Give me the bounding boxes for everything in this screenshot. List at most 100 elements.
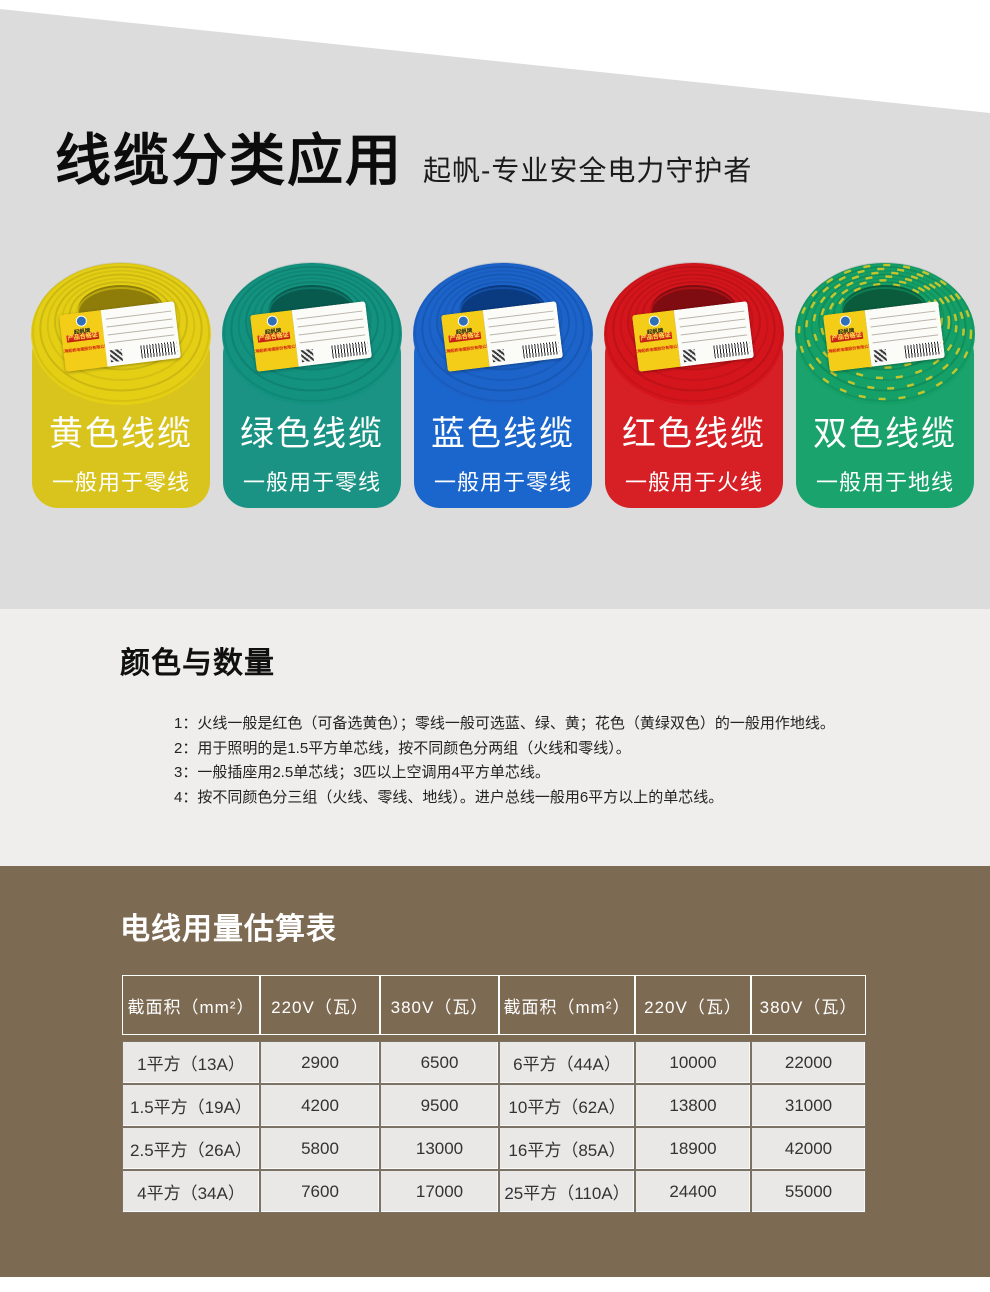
table-cell: 10000 [635, 1041, 751, 1084]
brand-name: 起帆牌 [73, 327, 91, 336]
column-header: 截面积（mm²） [499, 975, 635, 1035]
cable-coil-photo: 起帆牌 产品合格证 上海起帆电缆股份有限公司 [604, 256, 784, 408]
table-cell: 13800 [635, 1084, 751, 1127]
cable-usage: 一般用于零线 [51, 470, 190, 495]
table-row: 1.5平方（19A） 4200 9500 10平方（62A） 13800 310… [122, 1084, 866, 1127]
table-cell: 9500 [380, 1084, 499, 1127]
qr-code-icon [682, 348, 696, 363]
brand-name: 起帆牌 [264, 327, 282, 336]
cable-card-red: 红色线缆 一般用于火线 起帆牌 产品合格证 上海起帆电缆股份有限公司 [604, 256, 784, 508]
table-cell: 10平方（62A） [499, 1084, 635, 1127]
barcode-icon [713, 341, 751, 359]
qr-code-icon [300, 348, 314, 363]
cable-usage: 一般用于零线 [242, 470, 381, 495]
notes-heading: 颜色与数量 [120, 647, 275, 680]
label-left-panel: 起帆牌 产品合格证 上海起帆电缆股份有限公司 [440, 310, 490, 372]
cable-usage: 一般用于地线 [815, 470, 954, 495]
column-header: 380V（瓦） [751, 975, 866, 1035]
notes-list: 1：火线一般是红色（可备选黄色）；零线一般可选蓝、绿、黄；花色（黄绿双色）的一般… [174, 712, 835, 810]
qr-code-icon [873, 348, 887, 363]
barcode-icon [904, 341, 942, 359]
spec-lines [296, 306, 366, 344]
column-header: 截面积（mm²） [122, 975, 260, 1035]
table-row: 1平方（13A） 2900 6500 6平方（44A） 10000 22000 [122, 1041, 866, 1084]
table-row: 4平方（34A） 7600 17000 25平方（110A） 24400 550… [122, 1170, 866, 1213]
table-cell: 5800 [260, 1127, 380, 1170]
label-spec-panel [482, 301, 564, 367]
table-cell: 31000 [751, 1084, 866, 1127]
label-left-panel: 起帆牌 产品合格证 上海起帆电缆股份有限公司 [249, 310, 299, 372]
page-header: 线缆分类应用 起帆-专业安全电力守护者 [55, 116, 752, 197]
table-cell: 4平方（34A） [122, 1170, 260, 1213]
cable-coil-photo: 起帆牌 产品合格证 上海起帆电缆股份有限公司 [31, 256, 211, 408]
cable-usage: 一般用于火线 [624, 470, 763, 495]
usage-table: 截面积（mm²） 220V（瓦） 380V（瓦） 截面积（mm²） 220V（瓦… [122, 975, 866, 1213]
company-name: 上海起帆电缆股份有限公司 [60, 344, 108, 355]
column-header: 220V（瓦） [260, 975, 380, 1035]
label-left-panel: 起帆牌 产品合格证 上海起帆电缆股份有限公司 [58, 310, 108, 372]
cable-usage: 一般用于零线 [433, 470, 572, 495]
table-cell: 24400 [635, 1170, 751, 1213]
table-cell: 16平方（85A） [499, 1127, 635, 1170]
table-cell: 6平方（44A） [499, 1041, 635, 1084]
table-header-row: 截面积（mm²） 220V（瓦） 380V（瓦） 截面积（mm²） 220V（瓦… [122, 975, 866, 1035]
label-spec-panel [291, 301, 373, 367]
cert-banner: 产品合格证 [639, 331, 673, 343]
cert-banner: 产品合格证 [448, 331, 482, 343]
middle-light-band [0, 609, 990, 866]
company-name: 上海起帆电缆股份有限公司 [633, 344, 681, 355]
cable-name: 红色线缆 [622, 415, 766, 453]
table-cell: 25平方（110A） [499, 1170, 635, 1213]
note-line: 4：按不同颜色分三组（火线、零线、地线）。进户总线一般用6平方以上的单芯线。 [174, 788, 724, 806]
brand-name: 起帆牌 [455, 327, 473, 336]
qr-code-icon [491, 348, 505, 363]
company-name: 上海起帆电缆股份有限公司 [251, 344, 299, 355]
spec-lines [487, 306, 557, 344]
company-name: 上海起帆电缆股份有限公司 [442, 344, 490, 355]
note-line: 1：火线一般是红色（可备选黄色）；零线一般可选蓝、绿、黄；花色（黄绿双色）的一般… [174, 715, 835, 732]
page-subtitle: 起帆-专业安全电力守护者 [423, 155, 753, 186]
brand-name: 起帆牌 [646, 327, 664, 336]
column-header: 220V（瓦） [635, 975, 751, 1035]
cable-name: 蓝色线缆 [431, 415, 575, 453]
table-cell: 6500 [380, 1041, 499, 1084]
page-title: 线缆分类应用 [55, 129, 403, 192]
table-cell: 1.5平方（19A） [122, 1084, 260, 1127]
note-line: 3：一般插座用2.5单芯线；3匹以上空调用4平方单芯线。 [174, 764, 550, 781]
cable-cards-row: 黄色线缆 一般用于零线 起帆牌 产品合格证 上海起帆电缆股份有限公司 [31, 256, 975, 508]
table-row: 2.5平方（26A） 5800 13000 16平方（85A） 18900 42… [122, 1127, 866, 1170]
cable-name: 黄色线缆 [49, 415, 193, 453]
cable-card-yellow: 黄色线缆 一般用于零线 起帆牌 产品合格证 上海起帆电缆股份有限公司 [31, 256, 211, 508]
label-spec-panel [864, 301, 946, 367]
cable-coil-photo: 起帆牌 产品合格证 上海起帆电缆股份有限公司 [413, 256, 593, 408]
cable-card-blue: 蓝色线缆 一般用于零线 起帆牌 产品合格证 上海起帆电缆股份有限公司 [413, 256, 593, 508]
cable-name: 双色线缆 [813, 415, 957, 453]
cert-banner: 产品合格证 [830, 331, 864, 343]
table-cell: 2900 [260, 1041, 380, 1084]
label-left-panel: 起帆牌 产品合格证 上海起帆电缆股份有限公司 [822, 310, 872, 372]
table-cell: 13000 [380, 1127, 499, 1170]
cert-banner: 产品合格证 [257, 331, 291, 343]
table-cell: 1平方（13A） [122, 1041, 260, 1084]
label-spec-panel [100, 301, 182, 367]
table-cell: 22000 [751, 1041, 866, 1084]
cable-name: 绿色线缆 [240, 415, 384, 453]
cable-coil-photo: 起帆牌 产品合格证 上海起帆电缆股份有限公司 [795, 256, 975, 408]
table-cell: 7600 [260, 1170, 380, 1213]
company-name: 上海起帆电缆股份有限公司 [824, 344, 872, 355]
cert-banner: 产品合格证 [66, 331, 100, 343]
table-cell: 2.5平方（26A） [122, 1127, 260, 1170]
cable-card-green: 绿色线缆 一般用于零线 起帆牌 产品合格证 上海起帆电缆股份有限公司 [222, 256, 402, 508]
label-spec-panel [673, 301, 755, 367]
column-header: 380V（瓦） [380, 975, 499, 1035]
table-cell: 18900 [635, 1127, 751, 1170]
barcode-icon [522, 341, 560, 359]
brand-name: 起帆牌 [837, 327, 855, 336]
table-cell: 42000 [751, 1127, 866, 1170]
note-line: 2：用于照明的是1.5平方单芯线，按不同颜色分两组（火线和零线）。 [174, 739, 631, 757]
qr-code-icon [109, 348, 123, 363]
label-left-panel: 起帆牌 产品合格证 上海起帆电缆股份有限公司 [631, 310, 681, 372]
table-cell: 17000 [380, 1170, 499, 1213]
spec-lines [678, 306, 748, 344]
